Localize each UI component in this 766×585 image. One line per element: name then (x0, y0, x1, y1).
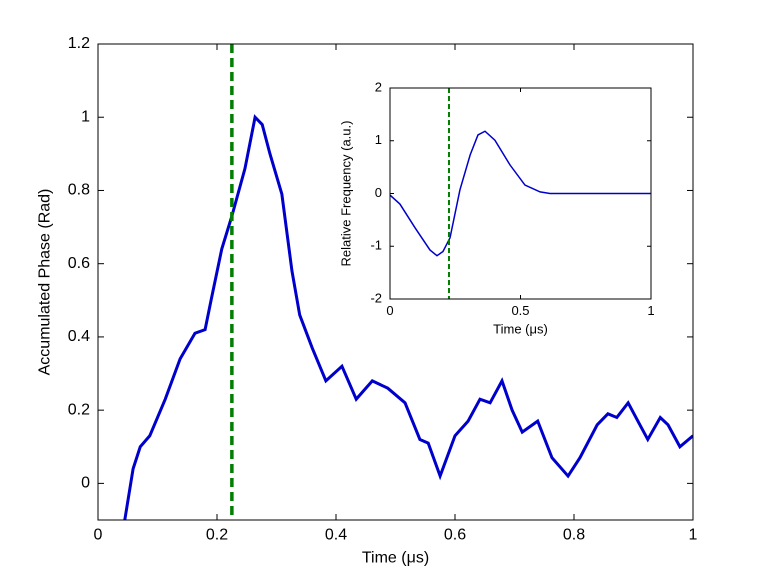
y-tick-label: 0.8 (68, 182, 90, 199)
y-tick-label: 1 (375, 132, 382, 147)
y-tick-label: 0 (81, 475, 90, 492)
y-tick-label: 1.2 (68, 35, 90, 52)
x-tick-label: 0.8 (563, 526, 585, 543)
y-axis-label: Relative Frequency (a.u.) (339, 121, 354, 267)
y-axis-label: Accumulated Phase (Rad) (36, 189, 53, 376)
y-tick-label: 0.4 (68, 328, 90, 345)
data-line (123, 114, 693, 520)
y-tick-label: 1 (81, 108, 90, 125)
y-tick-label: -2 (370, 290, 382, 305)
x-axis-label: Time (μs) (362, 550, 429, 567)
x-tick-label: 0.2 (206, 526, 228, 543)
y-tick-label: 0 (375, 185, 382, 200)
x-tick-label: 1 (647, 303, 654, 318)
y-tick-label: 2 (375, 79, 382, 94)
y-tick-label: 0.2 (68, 401, 90, 418)
x-tick-label: 0 (386, 303, 393, 318)
x-tick-label: 0 (94, 526, 103, 543)
y-tick-label: -1 (370, 238, 382, 253)
x-tick-label: 0.5 (511, 303, 529, 318)
y-tick-label: 0.6 (68, 255, 90, 272)
data-line (390, 130, 651, 257)
axes-frame (97, 43, 694, 521)
x-tick-label: 1 (689, 526, 698, 543)
axes-frame (389, 87, 652, 300)
x-tick-label: 0.4 (325, 526, 347, 543)
x-axis-label: Time (μs) (493, 322, 548, 337)
x-tick-label: 0.6 (444, 526, 466, 543)
